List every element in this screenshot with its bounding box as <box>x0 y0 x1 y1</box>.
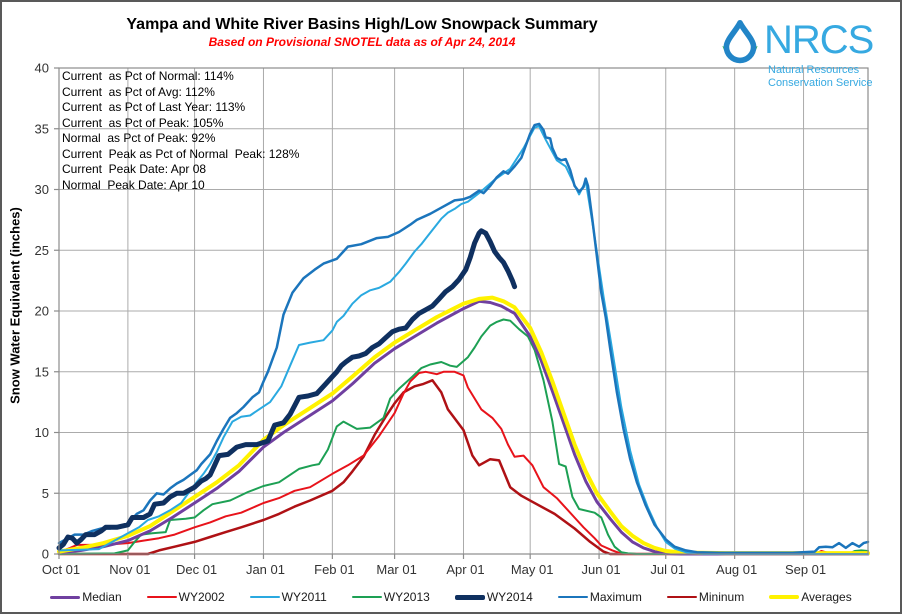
x-tick-label: May 01 <box>511 562 554 577</box>
legend-item-maximum: Maximum <box>557 590 642 604</box>
legend-item-median: Median <box>50 590 122 604</box>
legend-line-wy2014 <box>454 594 485 600</box>
x-tick-label: Nov 01 <box>109 562 150 577</box>
stat-line: Normal Peak Date: Apr 10 <box>62 177 205 192</box>
legend-item-mininum: Mininum <box>666 590 745 604</box>
nrcs-logo: NRCS Natural Resources Conservation Serv… <box>716 18 886 98</box>
chart-legend: Median WY2002 WY2011 WY2013 WY2014 Maximum Min… <box>2 590 900 604</box>
x-tick-label: Dec 01 <box>176 562 217 577</box>
stat-line: Normal as Pct of Peak: 92% <box>62 131 216 145</box>
x-tick-label: Jan 01 <box>246 562 285 577</box>
legend-item-wy2002: WY2002 <box>146 590 225 604</box>
x-tick-label: Aug 01 <box>716 562 757 577</box>
y-tick-label: 25 <box>35 243 49 258</box>
x-tick-label: Oct 01 <box>42 562 80 577</box>
legend-line-wy2013 <box>351 596 382 598</box>
stat-line: Current Peak as Pct of Normal Peak: 128% <box>62 146 300 161</box>
series-line-wy2013 <box>58 318 869 555</box>
legend-line-wy2002 <box>146 596 177 598</box>
y-tick-label: 0 <box>42 547 49 562</box>
legend-line-maximum <box>557 595 588 599</box>
series-line-maximum <box>57 122 870 555</box>
x-tick-label: Feb 01 <box>314 562 354 577</box>
legend-label: Averages <box>801 590 852 604</box>
stat-line: Current as Pct of Last Year: 113% <box>62 100 246 114</box>
stat-line: Current as Pct of Peak: 105% <box>62 115 224 130</box>
x-tick-label: Jul 01 <box>650 562 685 577</box>
legend-label: Mininum <box>698 590 745 604</box>
y-tick-label: 10 <box>35 425 49 440</box>
series-line-median <box>57 299 870 556</box>
chart-title: Yampa and White River Basins High/Low Sn… <box>126 16 598 33</box>
nrcs-subtitle: Natural Resources Conservation Service <box>768 64 886 90</box>
nrcs-subtitle-line2: Conservation Service <box>768 77 873 89</box>
x-tick-label: Jun 01 <box>582 562 621 577</box>
legend-label: Median <box>82 590 122 604</box>
legend-label: Maximum <box>589 590 642 604</box>
legend-line-median <box>50 595 81 599</box>
x-tick-label: Apr 01 <box>446 562 484 577</box>
chart-subtitle: Based on Provisional SNOTEL data as of A… <box>208 35 516 49</box>
legend-label: WY2014 <box>486 590 533 604</box>
y-tick-label: 5 <box>42 486 49 501</box>
series-line-wy2002 <box>58 370 869 555</box>
legend-item-wy2014: WY2014 <box>454 590 533 604</box>
stat-line: Current as Pct of Avg: 112% <box>62 84 215 99</box>
nrcs-subtitle-line1: Natural Resources <box>768 64 860 76</box>
legend-line-mininum <box>666 595 697 599</box>
series-line-wy2011 <box>58 125 869 555</box>
series-line-averages <box>57 295 870 556</box>
series-line-wy2014 <box>56 228 518 551</box>
y-tick-label: 20 <box>35 304 49 319</box>
legend-item-averages: Averages <box>769 590 852 604</box>
legend-item-wy2013: WY2013 <box>351 590 430 604</box>
y-tick-label: 40 <box>35 61 49 76</box>
stat-line: Current as Pct of Normal: 114% <box>62 69 234 83</box>
y-tick-label: 35 <box>35 121 49 136</box>
y-axis-label: Snow Water Equivalent (inches) <box>7 207 23 404</box>
x-tick-label: Mar 01 <box>376 562 416 577</box>
y-tick-label: 30 <box>35 182 49 197</box>
x-tick-label: Sep 01 <box>785 562 826 577</box>
legend-label: WY2011 <box>281 590 327 604</box>
y-tick-label: 15 <box>35 364 49 379</box>
nrcs-wordmark: NRCS <box>764 18 874 62</box>
legend-line-wy2011 <box>249 596 280 598</box>
nrcs-droplet-icon <box>722 20 758 64</box>
legend-label: WY2013 <box>383 590 430 604</box>
legend-label: WY2002 <box>178 590 225 604</box>
legend-line-averages <box>769 595 800 599</box>
legend-item-wy2011: WY2011 <box>249 590 327 604</box>
stats-panel: Current as Pct of Normal: 114% Current as… <box>62 69 299 193</box>
water-drop-shape <box>723 20 757 64</box>
stat-line: Current Peak Date: Apr 08 <box>62 162 207 176</box>
